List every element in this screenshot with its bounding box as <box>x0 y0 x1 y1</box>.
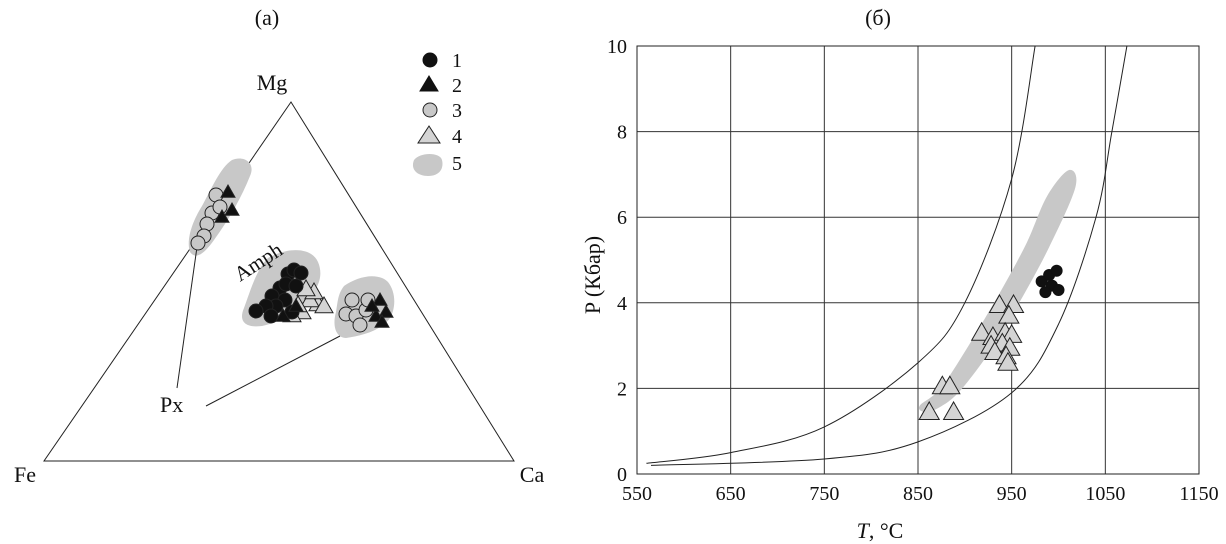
ternary-marker-2 <box>288 297 304 312</box>
x-axis-label: T, °C <box>857 518 904 543</box>
ternary-marker-3 <box>344 292 360 308</box>
ternary-triangle <box>43 101 515 462</box>
x-tick-label: 950 <box>997 483 1027 505</box>
grid <box>637 46 1199 474</box>
x-axis-label-symbol: T <box>857 518 871 543</box>
pt-marker-1 <box>1052 283 1065 296</box>
x-tick-label: 850 <box>903 483 933 505</box>
pt-marker-4 <box>983 341 1006 361</box>
ternary-marker-2 <box>372 291 388 306</box>
panel-a-label: (a) <box>255 5 279 30</box>
pt-marker-1 <box>1050 264 1063 277</box>
y-tick-label: 2 <box>617 378 627 400</box>
px-tie-line-left <box>176 239 199 389</box>
ternary-marker-1 <box>248 303 264 319</box>
ternary-marker-2 <box>220 183 236 198</box>
plot-frame <box>636 45 1200 475</box>
pt-points <box>918 264 1065 420</box>
y-tick-label: 0 <box>617 464 627 486</box>
pt-marker-4 <box>918 400 941 420</box>
legend-symbol-5 <box>412 154 443 176</box>
ternary-panel: (a) Mg Fe Ca Px Amph 1 2 3 4 5 <box>14 5 544 487</box>
panel-b-label: (б) <box>865 5 891 30</box>
px-tie-line-right <box>205 335 341 407</box>
ternary-marker-2 <box>374 313 390 328</box>
x-tick-label: 750 <box>809 483 839 505</box>
legend-label-3: 3 <box>452 100 462 122</box>
x-tick-label: 650 <box>716 483 746 505</box>
ternary-marker-1 <box>293 265 309 281</box>
pt-marker-4 <box>997 304 1020 324</box>
pt-panel: (б) 550 650 750 850 950 1050 1150 0 2 4 6 8 10 P (Кб… <box>580 5 1219 543</box>
ternary-marker-2 <box>364 297 380 312</box>
ternary-marker-2 <box>368 307 384 322</box>
pt-marker-1 <box>1039 286 1052 299</box>
ternary-marker-2 <box>214 208 230 223</box>
ternary-marker-1 <box>263 308 279 324</box>
x-tick-label: 550 <box>622 483 652 505</box>
legend-label-1: 1 <box>452 50 462 72</box>
legend-symbol-2 <box>419 75 439 92</box>
vertex-label-fe: Fe <box>14 462 36 487</box>
ternary-marker-3 <box>352 317 368 333</box>
ternary-marker-4 <box>314 295 334 314</box>
legend-symbol-1 <box>422 52 438 68</box>
x-tick-label: 1050 <box>1085 483 1125 505</box>
ternary-marker-3 <box>212 199 228 215</box>
legend-symbol-3 <box>422 102 438 118</box>
pt-field-5 <box>918 169 1077 413</box>
ternary-marker-3 <box>190 235 206 251</box>
legend-label-2: 2 <box>452 75 462 97</box>
y-tick-label: 6 <box>617 207 627 229</box>
legend-label-4: 4 <box>452 126 462 148</box>
pt-curves <box>646 45 1128 466</box>
pt-marker-4 <box>942 400 965 420</box>
pt-marker-4 <box>970 321 993 341</box>
pt-marker-4 <box>938 375 961 395</box>
y-tick-label: 4 <box>617 293 627 315</box>
region-label-px: Px <box>160 392 183 417</box>
ternary-points <box>190 183 394 333</box>
y-tick-label: 8 <box>617 122 627 144</box>
pt-marker-4 <box>988 293 1011 313</box>
x-axis-label-unit: , °C <box>869 518 903 543</box>
legend-symbol-4 <box>417 125 441 144</box>
y-axis-label: P (Кбар) <box>580 236 605 314</box>
pt-curve-2 <box>650 45 1128 466</box>
y-tick-label: 10 <box>607 36 627 58</box>
x-tick-label: 1150 <box>1179 483 1218 505</box>
legend: 1 2 3 4 5 <box>412 50 462 176</box>
legend-label-5: 5 <box>452 153 462 175</box>
ternary-marker-1 <box>288 278 304 294</box>
vertex-label-ca: Ca <box>520 462 545 487</box>
tick-labels: 550 650 750 850 950 1050 1150 0 2 4 6 8 10 <box>607 36 1219 505</box>
pt-marker-4 <box>997 351 1019 371</box>
vertex-label-mg: Mg <box>257 70 288 95</box>
ternary-marker-2 <box>275 307 291 322</box>
pt-curve-1 <box>646 45 1036 464</box>
ternary-marker-2 <box>378 303 394 318</box>
ternary-marker-2 <box>224 201 240 216</box>
